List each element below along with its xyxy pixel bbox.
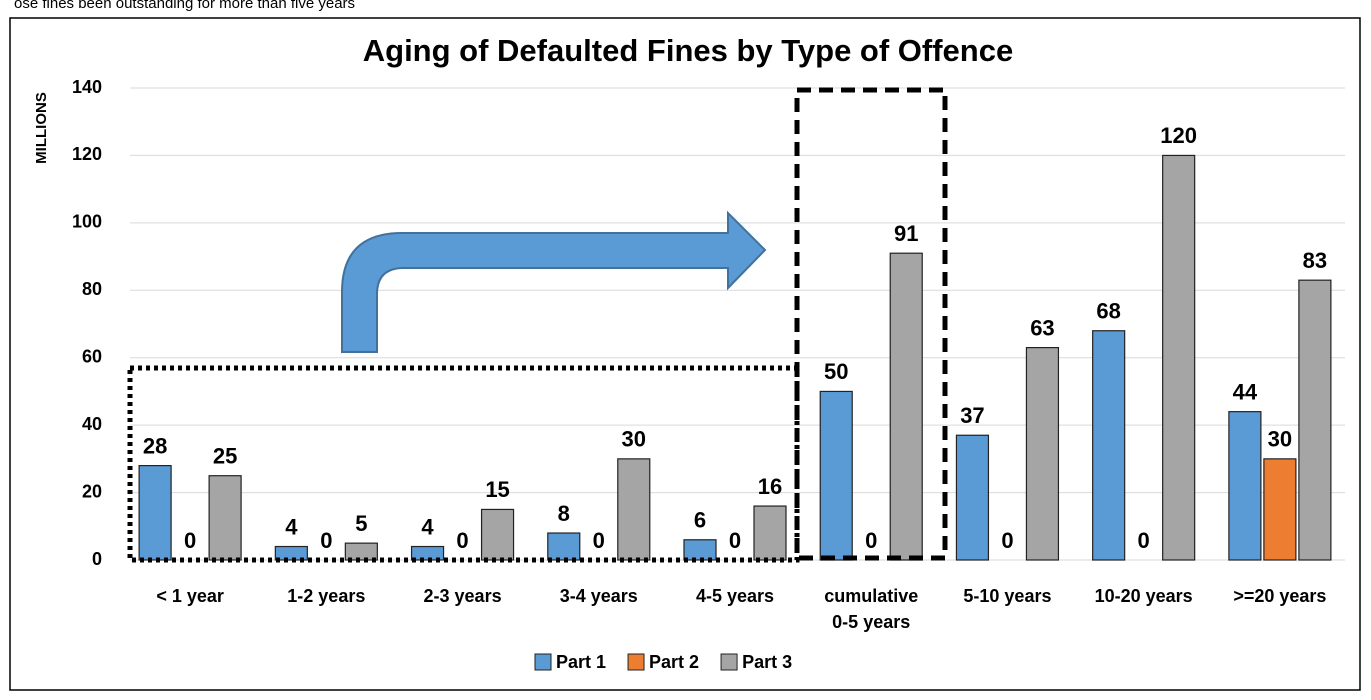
data-label: 68 xyxy=(1096,299,1120,324)
y-axis-label: MILLIONS xyxy=(33,92,50,164)
chart-border xyxy=(9,17,1361,691)
bar xyxy=(1162,154,1196,561)
data-label: 0 xyxy=(865,528,877,553)
bar xyxy=(1025,347,1060,561)
bar xyxy=(274,545,308,561)
bar xyxy=(753,505,787,561)
x-tick-label: 10-20 years xyxy=(1095,586,1193,606)
bar xyxy=(1092,330,1126,561)
data-label: 30 xyxy=(1268,427,1292,452)
data-label: 5 xyxy=(355,511,367,536)
bar xyxy=(344,542,378,561)
legend-label: Part 3 xyxy=(742,652,792,672)
data-label: 6 xyxy=(694,508,706,533)
bar xyxy=(683,539,717,561)
data-label: 120 xyxy=(1160,123,1197,148)
data-label: 0 xyxy=(1001,528,1013,553)
x-tick-label: >=20 years xyxy=(1233,586,1326,606)
data-label: 0 xyxy=(593,528,605,553)
y-tick-label: 20 xyxy=(82,481,102,501)
data-label: 16 xyxy=(758,474,782,499)
x-tick-label: 5-10 years xyxy=(963,586,1051,606)
bar xyxy=(955,434,990,561)
legend-swatch xyxy=(534,653,552,671)
data-label: 50 xyxy=(824,359,848,384)
data-label: 44 xyxy=(1233,379,1258,404)
data-label: 4 xyxy=(421,514,434,539)
data-label: 63 xyxy=(1030,315,1054,340)
data-label: 0 xyxy=(456,528,468,553)
data-label: 8 xyxy=(558,501,570,526)
y-tick-label: 80 xyxy=(82,279,102,299)
legend-label: Part 1 xyxy=(556,652,606,672)
dashed-box xyxy=(794,87,948,561)
bent-arrow xyxy=(341,210,767,353)
y-tick-label: 120 xyxy=(72,144,102,164)
bar xyxy=(138,465,172,561)
bar xyxy=(1228,411,1262,561)
data-label: 0 xyxy=(729,528,741,553)
data-label: 28 xyxy=(143,433,167,458)
bar xyxy=(617,458,651,561)
bar xyxy=(547,532,581,561)
chart-title: Aging of Defaulted Fines by Type of Offe… xyxy=(363,33,1013,68)
bar xyxy=(208,475,242,561)
y-tick-label: 0 xyxy=(92,549,102,569)
data-label: 15 xyxy=(485,477,509,502)
x-tick-label: 3-4 years xyxy=(560,586,638,606)
caption: ose fines been outstanding for more than… xyxy=(14,0,355,12)
x-tick-label: 4-5 years xyxy=(696,586,774,606)
data-label: 0 xyxy=(184,528,196,553)
x-tick-label: 2-3 years xyxy=(424,586,502,606)
y-tick-label: 40 xyxy=(82,414,102,434)
data-label: 30 xyxy=(622,427,646,452)
data-label: 0 xyxy=(1138,528,1150,553)
data-label: 91 xyxy=(894,221,918,246)
legend-label: Part 2 xyxy=(649,652,699,672)
legend-swatch xyxy=(720,653,738,671)
bar xyxy=(889,252,923,561)
data-label: 37 xyxy=(960,403,984,428)
x-tick-label: cumulative 0-5 years xyxy=(824,586,918,632)
bar xyxy=(480,508,515,561)
bar xyxy=(410,545,445,561)
legend-swatch xyxy=(627,653,645,671)
x-tick-label: 1-2 years xyxy=(287,586,365,606)
data-label: 4 xyxy=(285,514,298,539)
y-tick-label: 100 xyxy=(72,212,102,232)
y-tick-label: 60 xyxy=(82,346,102,366)
y-tick-label: 140 xyxy=(72,77,102,97)
data-label: 0 xyxy=(320,528,332,553)
bar xyxy=(1298,279,1332,561)
data-label: 25 xyxy=(213,444,237,469)
bar xyxy=(819,390,853,561)
bar xyxy=(1263,458,1297,561)
data-label: 83 xyxy=(1303,248,1327,273)
x-tick-label: < 1 year xyxy=(156,586,224,606)
